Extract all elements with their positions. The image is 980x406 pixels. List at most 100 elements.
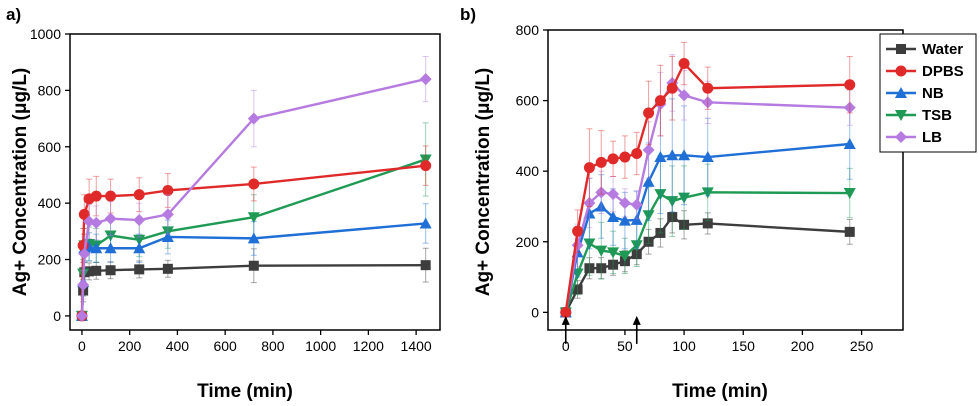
series-line [80,77,426,316]
data-point [77,278,90,291]
x-tick-label: 0 [78,338,86,354]
legend-label: Water [922,41,963,58]
data-point [619,151,631,163]
data-point [560,306,572,318]
x-tick-label: 1400 [401,338,432,354]
data-point [701,151,714,163]
data-point [247,112,260,125]
data-point [105,190,117,202]
data-point [631,249,642,260]
data-point [844,79,856,91]
data-point [844,226,855,237]
data-point [701,96,714,109]
data-point [90,216,103,229]
data-point [583,196,596,209]
data-point [642,144,655,156]
data-point [572,284,583,295]
y-tick-label: 1000 [30,26,61,42]
data-point [843,101,856,114]
legend-label: TSB [922,107,952,124]
x-tick-label: 1200 [353,338,384,354]
data-point [678,149,691,161]
data-point [618,196,631,209]
data-point [666,82,678,94]
data-point [162,184,174,196]
data-point [607,211,620,223]
data-point [642,210,655,222]
data-point [104,212,117,225]
data-point [572,225,584,237]
x-tick-label: 150 [732,338,756,354]
data-point [643,236,654,247]
data-point [631,148,643,160]
legend: Water DPBS NB TSB LB [879,33,977,153]
data-point [702,218,713,229]
legend-marker [895,131,907,143]
legend-label: LB [922,129,942,146]
x-tick-label: 1000 [305,338,336,354]
data-point [666,149,679,161]
data-point [618,250,631,262]
data-point [608,259,619,270]
data-point [162,263,173,274]
data-point [133,189,145,201]
data-point [607,247,620,259]
plot-area-a: 0 200 400 600 800 1000 1200 1400 0 200 400 600 800 10… [30,26,441,354]
data-point [630,198,643,211]
data-point [843,138,856,149]
x-tick-label: 250 [850,338,874,354]
data-point [654,189,667,201]
data-point [666,196,679,208]
x-tick-label: 600 [213,338,237,354]
data-point [91,265,102,276]
data-point [133,234,146,246]
data-point [583,238,596,250]
series-tsb [559,154,856,319]
panel-label-b: b) [460,5,476,24]
data-point [595,186,608,199]
data-point [595,156,607,168]
y-tick-label: 600 [38,139,62,155]
y-tick-label: 200 [38,252,62,268]
series-dpbs [560,41,856,318]
data-point [104,230,117,242]
x-tick-label: 400 [166,338,190,354]
arrow-head-icon [632,315,641,325]
data-point [419,73,432,86]
data-point [248,260,259,271]
x-axis-title-a: Time (min) [197,381,293,402]
legend-marker [895,65,907,77]
data-point [701,187,714,199]
x-tick-label: 800 [261,338,285,354]
data-point [584,263,595,274]
x-tick-label: 50 [617,338,633,354]
panel-label-a: a) [6,5,21,24]
x-tick-label: 200 [118,338,142,354]
data-point [90,190,102,202]
data-point [247,212,260,224]
y-axis-title-a: Ag+ Concentration (μg/L) [10,68,31,297]
data-point [667,212,678,223]
data-point [679,219,690,230]
data-point [630,240,643,252]
data-point [248,178,260,190]
data-point [133,242,146,254]
data-point [419,154,432,166]
data-point [161,230,174,242]
legend-marker [895,87,907,98]
data-point [595,245,608,257]
data-point [654,151,667,163]
data-point [90,242,103,254]
data-point [654,95,666,107]
panel-b: b) Ag+ Concentration (μg/L) Time (min) 0… [460,5,977,402]
data-point [678,58,690,70]
y-axis-title-b: Ag+ Concentration (μg/L) [473,68,494,297]
data-point [134,264,145,275]
data-point [596,263,607,274]
axes-frame [69,33,441,331]
data-point [84,266,95,277]
legend-label: NB [922,85,944,102]
data-point [75,309,88,322]
y-tick-label: 0 [53,308,61,324]
